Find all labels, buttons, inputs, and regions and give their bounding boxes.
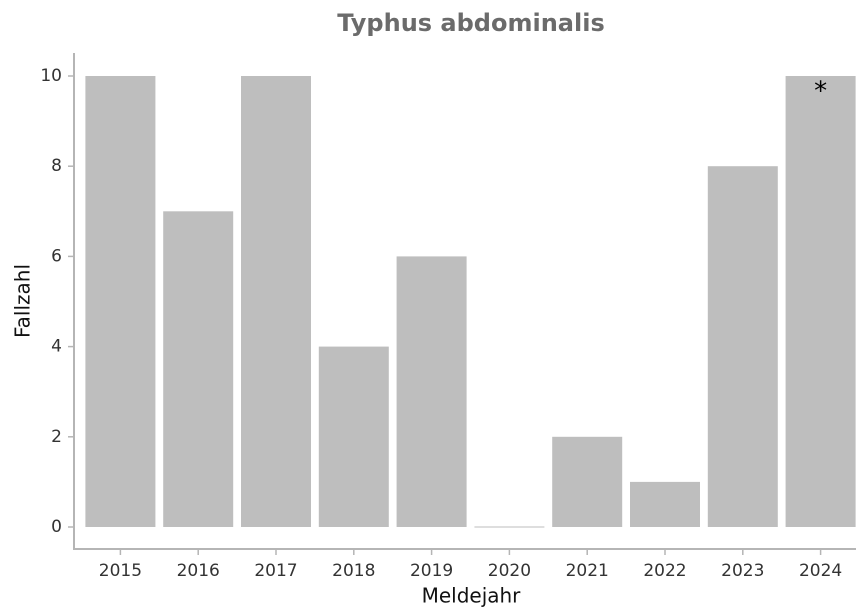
x-tick-label: 2018 — [332, 561, 375, 581]
x-tick-label: 2019 — [410, 561, 453, 581]
y-axis-label: Fallzahl — [11, 264, 35, 338]
x-tick-label: 2016 — [177, 561, 220, 581]
x-tick-label: 2021 — [566, 561, 609, 581]
bar — [318, 346, 389, 527]
x-tick-label: 2017 — [254, 561, 297, 581]
annotation: * — [814, 77, 827, 107]
chart-title: Typhus abdominalis — [337, 9, 604, 37]
bar — [163, 211, 234, 528]
y-tick-label: 0 — [51, 517, 62, 537]
y-tick-label: 4 — [51, 337, 62, 357]
bar — [241, 76, 311, 527]
bar — [552, 436, 623, 527]
x-tick-label: 2023 — [721, 561, 764, 581]
y-tick-label: 10 — [40, 66, 62, 86]
x-axis-label: Meldejahr — [422, 584, 522, 608]
bar — [707, 166, 778, 527]
y-tick-label: 8 — [51, 156, 62, 176]
bar — [474, 526, 545, 528]
bar — [630, 481, 700, 527]
y-tick-label: 6 — [51, 246, 62, 266]
x-tick-label: 2015 — [99, 561, 142, 581]
bar — [85, 76, 156, 527]
x-tick-label: 2022 — [643, 561, 686, 581]
y-tick-label: 2 — [51, 427, 62, 447]
bar — [785, 76, 856, 527]
x-tick-label: 2020 — [488, 561, 531, 581]
bar — [396, 256, 467, 527]
x-tick-label: 2024 — [799, 561, 842, 581]
